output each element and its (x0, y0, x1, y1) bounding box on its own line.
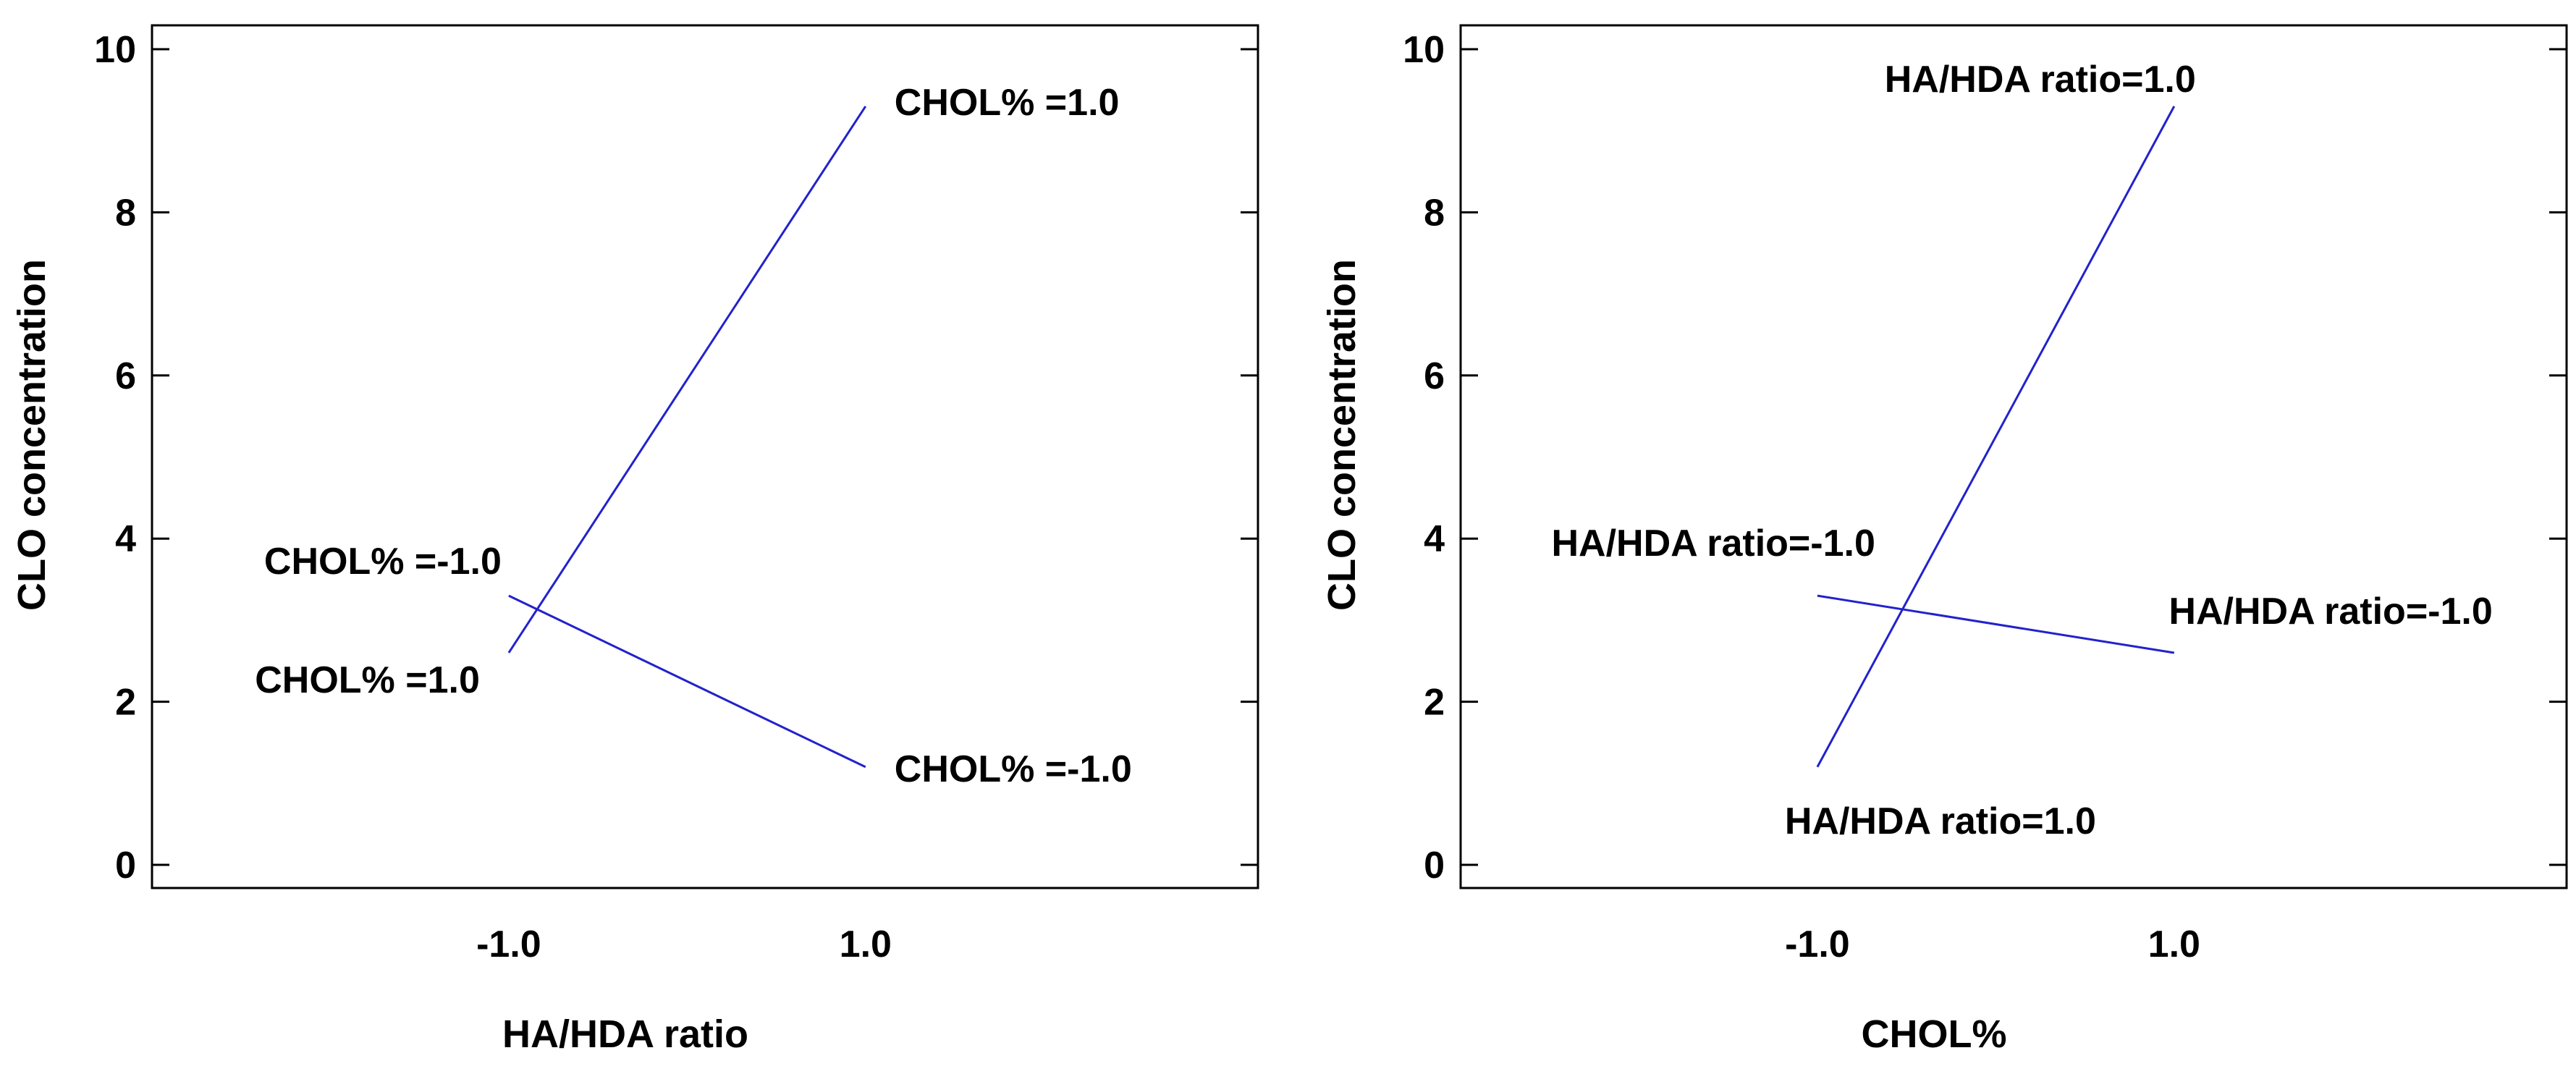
x-axis-title: HA/HDA ratio (502, 1012, 748, 1056)
chart-panel-1: 0 2 4 6 8 10 -1.0 1.0 HA/HDA ratio CLO concentrat… (10, 24, 1259, 1056)
x-tick-label: 1.0 (840, 923, 892, 965)
y-tick-label: 6 (1424, 355, 1445, 397)
chart-panel-2: 0 2 4 6 8 10 -1.0 1.0 CHOL% CLO concentration HA/H… (1320, 24, 2568, 1056)
y-tick-label: 4 (115, 518, 136, 560)
x-tick-label: -1.0 (476, 923, 541, 965)
series-line-2 (1817, 594, 2175, 654)
series-label: HA/HDA ratio=-1.0 (1552, 523, 1875, 565)
series-label: CHOL% =1.0 (895, 82, 1120, 124)
x-tick-label: -1.0 (1785, 923, 1850, 965)
series-label: HA/HDA ratio=1.0 (1785, 800, 2096, 842)
series-line-1 (507, 106, 867, 654)
series-label: CHOL% =1.0 (255, 659, 480, 701)
y-tick-label: 8 (1424, 192, 1445, 234)
series-label: HA/HDA ratio=1.0 (1885, 59, 2196, 101)
y-tick-label: 0 (1424, 845, 1445, 887)
y-axis-title: CLO concentration (1320, 259, 1364, 611)
y-axis-title: CLO concentration (10, 259, 54, 611)
x-axis-title: CHOL% (1862, 1012, 2007, 1056)
series-line-1 (1816, 106, 2176, 768)
y-tick-label: 2 (1424, 682, 1445, 724)
y-tick-label: 10 (94, 29, 136, 71)
series-label: HA/HDA ratio=-1.0 (2169, 591, 2492, 633)
y-tick-label: 6 (115, 355, 136, 397)
series-line-2 (508, 594, 866, 769)
y-tick-label: 2 (115, 682, 136, 724)
y-tick-label: 8 (115, 192, 136, 234)
series-label: CHOL% =-1.0 (895, 748, 1132, 790)
plot-frame (151, 24, 1259, 889)
y-tick-label: 10 (1403, 29, 1445, 71)
y-tick-label: 0 (115, 845, 136, 887)
plot-frame (1459, 24, 2568, 889)
series-label: CHOL% =-1.0 (264, 541, 502, 583)
x-tick-label: 1.0 (2148, 923, 2200, 965)
y-tick-label: 4 (1424, 518, 1445, 560)
